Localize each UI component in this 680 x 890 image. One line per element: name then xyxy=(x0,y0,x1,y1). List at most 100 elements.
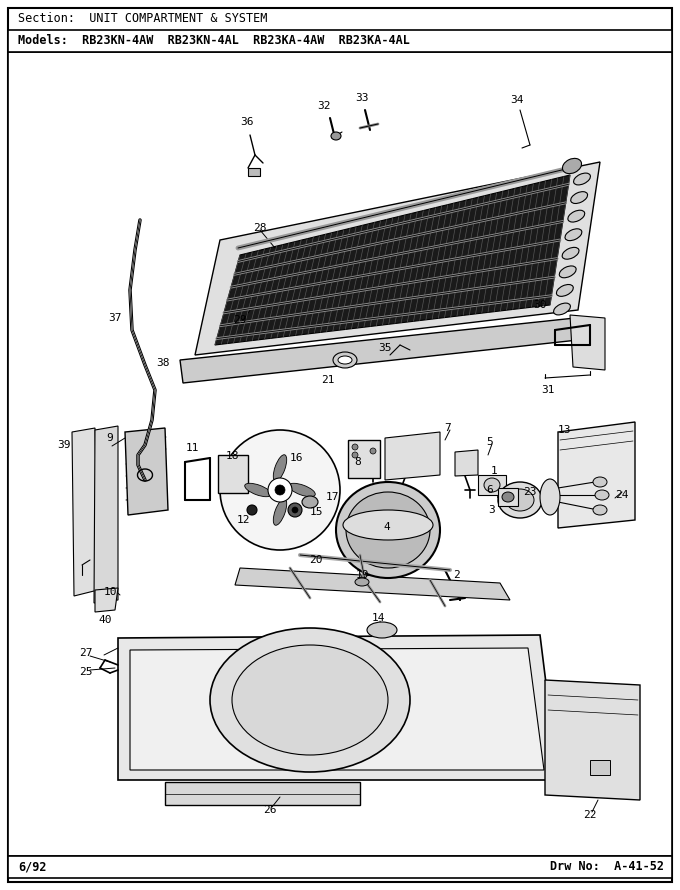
Ellipse shape xyxy=(352,444,358,450)
Text: 21: 21 xyxy=(321,375,335,385)
Ellipse shape xyxy=(352,452,358,458)
Text: 5: 5 xyxy=(487,437,494,447)
Polygon shape xyxy=(125,428,168,515)
Ellipse shape xyxy=(562,247,579,259)
Ellipse shape xyxy=(593,477,607,487)
Ellipse shape xyxy=(571,191,588,204)
Text: 38: 38 xyxy=(156,358,170,368)
Ellipse shape xyxy=(289,483,316,497)
Ellipse shape xyxy=(355,578,369,586)
Text: 13: 13 xyxy=(557,425,571,435)
Ellipse shape xyxy=(245,483,271,497)
Polygon shape xyxy=(455,450,478,476)
Text: 28: 28 xyxy=(253,223,267,233)
Ellipse shape xyxy=(220,430,340,550)
Text: 14: 14 xyxy=(371,613,385,623)
Text: 8: 8 xyxy=(355,457,361,467)
Polygon shape xyxy=(94,426,118,603)
Text: Models:  RB23KN-4AW  RB23KN-4AL  RB23KA-4AW  RB23KA-4AL: Models: RB23KN-4AW RB23KN-4AL RB23KA-4AW… xyxy=(18,35,410,47)
Ellipse shape xyxy=(268,478,292,502)
Ellipse shape xyxy=(554,303,571,315)
Text: 6: 6 xyxy=(487,485,494,495)
Text: 20: 20 xyxy=(309,555,323,565)
Ellipse shape xyxy=(370,448,376,454)
Ellipse shape xyxy=(333,352,357,368)
Text: 40: 40 xyxy=(98,615,112,625)
Ellipse shape xyxy=(336,482,440,578)
Text: 36: 36 xyxy=(240,117,254,127)
Text: 23: 23 xyxy=(523,487,537,497)
Text: 3: 3 xyxy=(489,505,495,515)
Ellipse shape xyxy=(338,356,352,364)
Ellipse shape xyxy=(498,482,542,518)
Text: 39: 39 xyxy=(57,440,71,450)
Text: 15: 15 xyxy=(309,507,323,517)
Text: 16: 16 xyxy=(289,453,303,463)
Bar xyxy=(8,856,672,878)
Ellipse shape xyxy=(288,503,302,517)
Ellipse shape xyxy=(556,285,573,296)
Text: 2: 2 xyxy=(454,570,460,580)
Ellipse shape xyxy=(273,498,287,525)
Bar xyxy=(590,760,610,775)
Text: 24: 24 xyxy=(615,490,629,500)
Text: 30: 30 xyxy=(533,300,547,310)
Bar xyxy=(348,440,380,478)
Text: 1: 1 xyxy=(491,466,497,476)
Text: 34: 34 xyxy=(510,95,524,105)
Text: 37: 37 xyxy=(108,313,122,323)
Polygon shape xyxy=(165,782,360,805)
Text: 25: 25 xyxy=(80,667,92,677)
Text: 22: 22 xyxy=(583,810,597,820)
Polygon shape xyxy=(195,162,600,355)
Ellipse shape xyxy=(343,510,433,540)
Ellipse shape xyxy=(302,496,318,508)
Text: 18: 18 xyxy=(225,451,239,461)
Polygon shape xyxy=(180,318,578,383)
Polygon shape xyxy=(95,588,118,612)
Ellipse shape xyxy=(568,210,585,222)
Polygon shape xyxy=(385,432,440,480)
Polygon shape xyxy=(558,422,635,528)
Text: 32: 32 xyxy=(318,101,330,111)
Ellipse shape xyxy=(275,485,285,495)
Text: Section:  UNIT COMPARTMENT & SYSTEM: Section: UNIT COMPARTMENT & SYSTEM xyxy=(18,12,267,25)
Text: 7: 7 xyxy=(445,423,452,433)
Ellipse shape xyxy=(540,479,560,515)
Polygon shape xyxy=(215,175,570,345)
Text: 17: 17 xyxy=(325,492,339,502)
Ellipse shape xyxy=(331,132,341,140)
Text: Drw No:  A-41-52: Drw No: A-41-52 xyxy=(550,861,664,873)
Ellipse shape xyxy=(232,645,388,755)
Text: 11: 11 xyxy=(185,443,199,453)
Ellipse shape xyxy=(593,505,607,515)
Ellipse shape xyxy=(559,266,576,278)
Text: 27: 27 xyxy=(80,648,92,658)
Text: 6/92: 6/92 xyxy=(18,861,46,873)
Text: 33: 33 xyxy=(355,93,369,103)
Polygon shape xyxy=(72,428,98,596)
Text: 31: 31 xyxy=(541,385,555,395)
Polygon shape xyxy=(570,315,605,370)
Ellipse shape xyxy=(292,507,298,513)
Text: 9: 9 xyxy=(107,433,114,443)
Text: 12: 12 xyxy=(236,515,250,525)
Text: 26: 26 xyxy=(263,805,277,815)
Text: 35: 35 xyxy=(378,343,392,353)
Ellipse shape xyxy=(595,490,609,500)
Bar xyxy=(218,455,248,493)
Text: 4: 4 xyxy=(384,522,390,532)
Text: 29: 29 xyxy=(233,315,247,325)
Bar xyxy=(248,168,260,176)
Ellipse shape xyxy=(484,478,500,492)
Ellipse shape xyxy=(247,505,257,515)
Text: 19: 19 xyxy=(355,570,369,580)
Polygon shape xyxy=(235,568,510,600)
Ellipse shape xyxy=(565,229,582,240)
Polygon shape xyxy=(130,648,544,770)
Polygon shape xyxy=(545,680,640,800)
Ellipse shape xyxy=(367,622,397,638)
Ellipse shape xyxy=(502,492,514,502)
Ellipse shape xyxy=(273,455,287,481)
Ellipse shape xyxy=(573,173,590,185)
